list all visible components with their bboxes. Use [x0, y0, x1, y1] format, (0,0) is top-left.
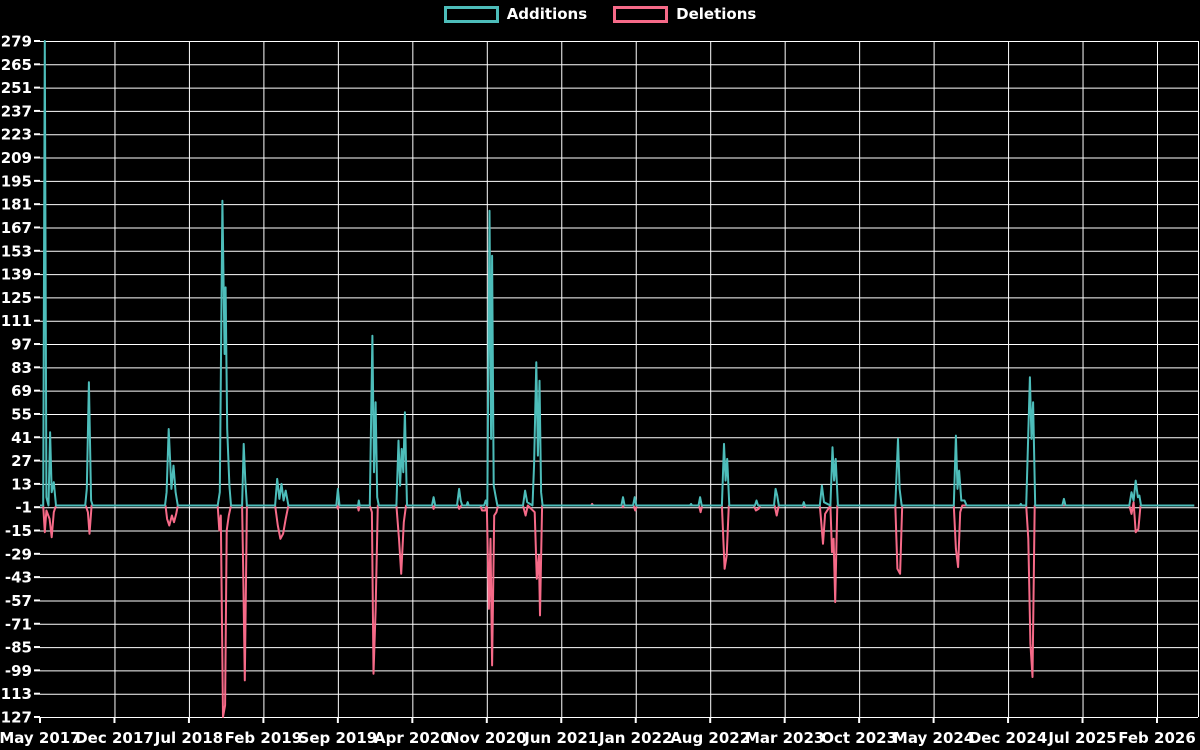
svg-text:27: 27 [11, 452, 32, 470]
svg-text:-15: -15 [5, 522, 32, 540]
svg-text:-43: -43 [5, 569, 32, 587]
svg-text:223: 223 [1, 126, 32, 144]
axis-ticks [34, 40, 1158, 723]
svg-text:41: 41 [11, 429, 32, 447]
legend-label-deletions: Deletions [676, 5, 757, 23]
svg-text:209: 209 [1, 149, 32, 167]
legend-item-deletions: Deletions [613, 5, 756, 23]
svg-text:181: 181 [1, 196, 32, 214]
svg-text:Jul 2018: Jul 2018 [154, 729, 223, 747]
svg-text:139: 139 [1, 266, 32, 284]
svg-text:Jan 2022: Jan 2022 [598, 729, 672, 747]
svg-text:279: 279 [1, 33, 32, 51]
svg-text:Feb 2026: Feb 2026 [1118, 729, 1196, 747]
svg-text:Jun 2021: Jun 2021 [523, 729, 598, 747]
svg-text:125: 125 [1, 289, 32, 307]
legend-label-additions: Additions [506, 5, 588, 23]
svg-text:265: 265 [1, 56, 32, 74]
svg-text:Oct 2023: Oct 2023 [821, 729, 897, 747]
additions-line [40, 40, 1195, 507]
svg-text:Sep 2019: Sep 2019 [299, 729, 378, 747]
svg-text:-71: -71 [5, 615, 32, 633]
svg-text:May 2024: May 2024 [893, 729, 974, 747]
svg-text:-57: -57 [5, 592, 32, 610]
additions-swatch-icon [443, 5, 499, 23]
deletions-line [40, 501, 1195, 718]
svg-text:Feb 2019: Feb 2019 [225, 729, 303, 747]
svg-text:111: 111 [1, 312, 32, 330]
y-axis-labels: 279 265 251 237 223 209 195 181 167 153 139 125 111 9… [0, 33, 32, 727]
svg-text:55: 55 [11, 405, 32, 423]
legend-item-additions: Additions [443, 5, 588, 23]
svg-text:Mar 2023: Mar 2023 [745, 729, 824, 747]
chart-legend: Additions Deletions [0, 5, 1200, 23]
svg-text:-85: -85 [5, 639, 32, 657]
svg-text:Aug 2022: Aug 2022 [670, 729, 750, 747]
svg-text:May 2017: May 2017 [0, 729, 81, 747]
svg-text:251: 251 [1, 79, 32, 97]
svg-text:Apr 2020: Apr 2020 [374, 729, 451, 747]
svg-text:83: 83 [11, 359, 32, 377]
svg-text:-99: -99 [5, 662, 32, 680]
svg-text:13: 13 [11, 475, 32, 493]
svg-text:-1: -1 [15, 499, 32, 517]
svg-text:Dec 2017: Dec 2017 [75, 729, 154, 747]
svg-text:69: 69 [11, 382, 32, 400]
svg-text:153: 153 [1, 242, 32, 260]
svg-text:195: 195 [1, 172, 32, 190]
svg-text:Nov 2020: Nov 2020 [447, 729, 527, 747]
deletions-swatch-icon [613, 5, 669, 23]
svg-text:-29: -29 [5, 545, 32, 563]
svg-text:97: 97 [11, 336, 32, 354]
svg-text:167: 167 [1, 219, 32, 237]
gridlines [40, 41, 1199, 718]
svg-text:-113: -113 [0, 685, 32, 703]
svg-text:237: 237 [1, 102, 32, 120]
svg-text:Jul 2025: Jul 2025 [1047, 729, 1116, 747]
svg-text:Dec 2024: Dec 2024 [969, 729, 1048, 747]
svg-text:-127: -127 [0, 709, 32, 727]
